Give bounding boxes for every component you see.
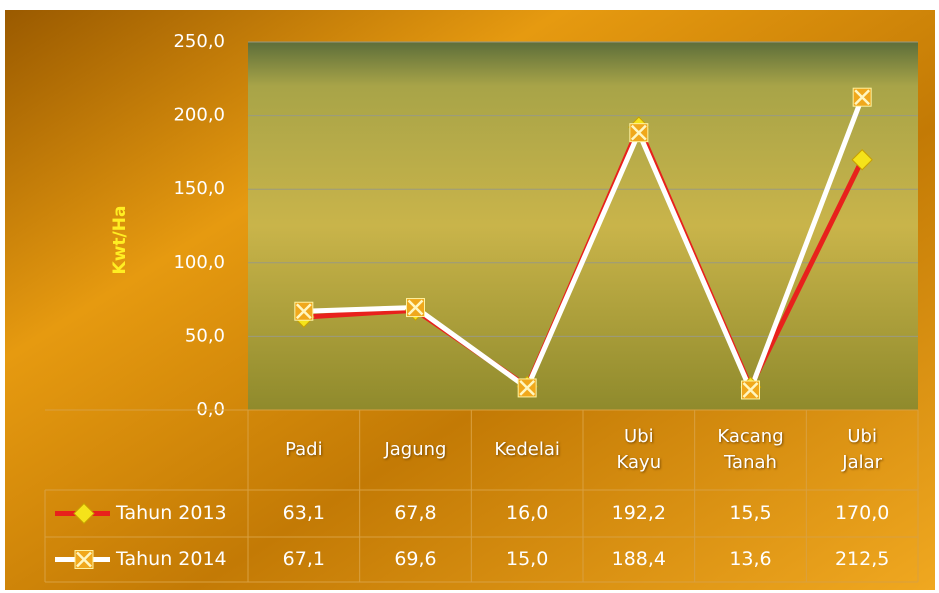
value-label: 67,1 [283,548,325,570]
y-tick-label: 100,0 [173,252,225,273]
marker [851,149,873,171]
value-label: 188,4 [612,548,666,570]
x-tick-text: Kedelai [494,439,560,460]
marker [629,123,649,143]
marker [852,87,872,107]
value-label: 16,0 [506,502,548,524]
value-label: 13,6 [729,548,771,570]
x-tick-text: Padi [285,439,323,460]
legend-label: Tahun 2013 [115,502,227,524]
y-tick-label: 50,0 [185,325,225,346]
legend-marker [73,502,95,525]
x-tick-label: Kacang Tanah [695,410,807,490]
marker [406,298,425,318]
value-label: 170,0 [835,502,889,524]
x-tick-text: Ubi Kayu [616,426,662,473]
value-label: 69,6 [394,548,436,570]
y-tick-label: 150,0 [173,178,225,199]
marker [517,378,537,398]
value-label: 15,0 [506,548,548,570]
x-tick-label: Ubi Jalar [806,410,918,490]
x-tick-label: Jagung [360,410,472,490]
y-axis-label: Kwt/Ha [110,206,130,275]
value-label: 15,5 [729,502,771,524]
value-label: 67,8 [394,502,436,524]
series-line [303,96,865,397]
x-tick-label: Padi [248,410,360,490]
legend-marker [74,550,94,569]
value-label: 63,1 [283,502,325,524]
legend-label: Tahun 2014 [115,548,227,570]
x-tick-text: Jagung [384,439,447,460]
value-label: 192,2 [612,502,666,524]
plot-area [248,42,918,410]
marker [294,301,314,321]
value-label: 212,5 [835,548,889,570]
x-tick-text: Kacang Tanah [717,426,784,473]
y-tick-label: 200,0 [173,105,225,126]
x-tick-text: Ubi Jalar [842,426,883,473]
x-tick-label: Kedelai [471,410,583,490]
marker [741,380,760,400]
y-tick-label: 250,0 [173,31,225,52]
x-tick-label: Ubi Kayu [583,410,695,490]
